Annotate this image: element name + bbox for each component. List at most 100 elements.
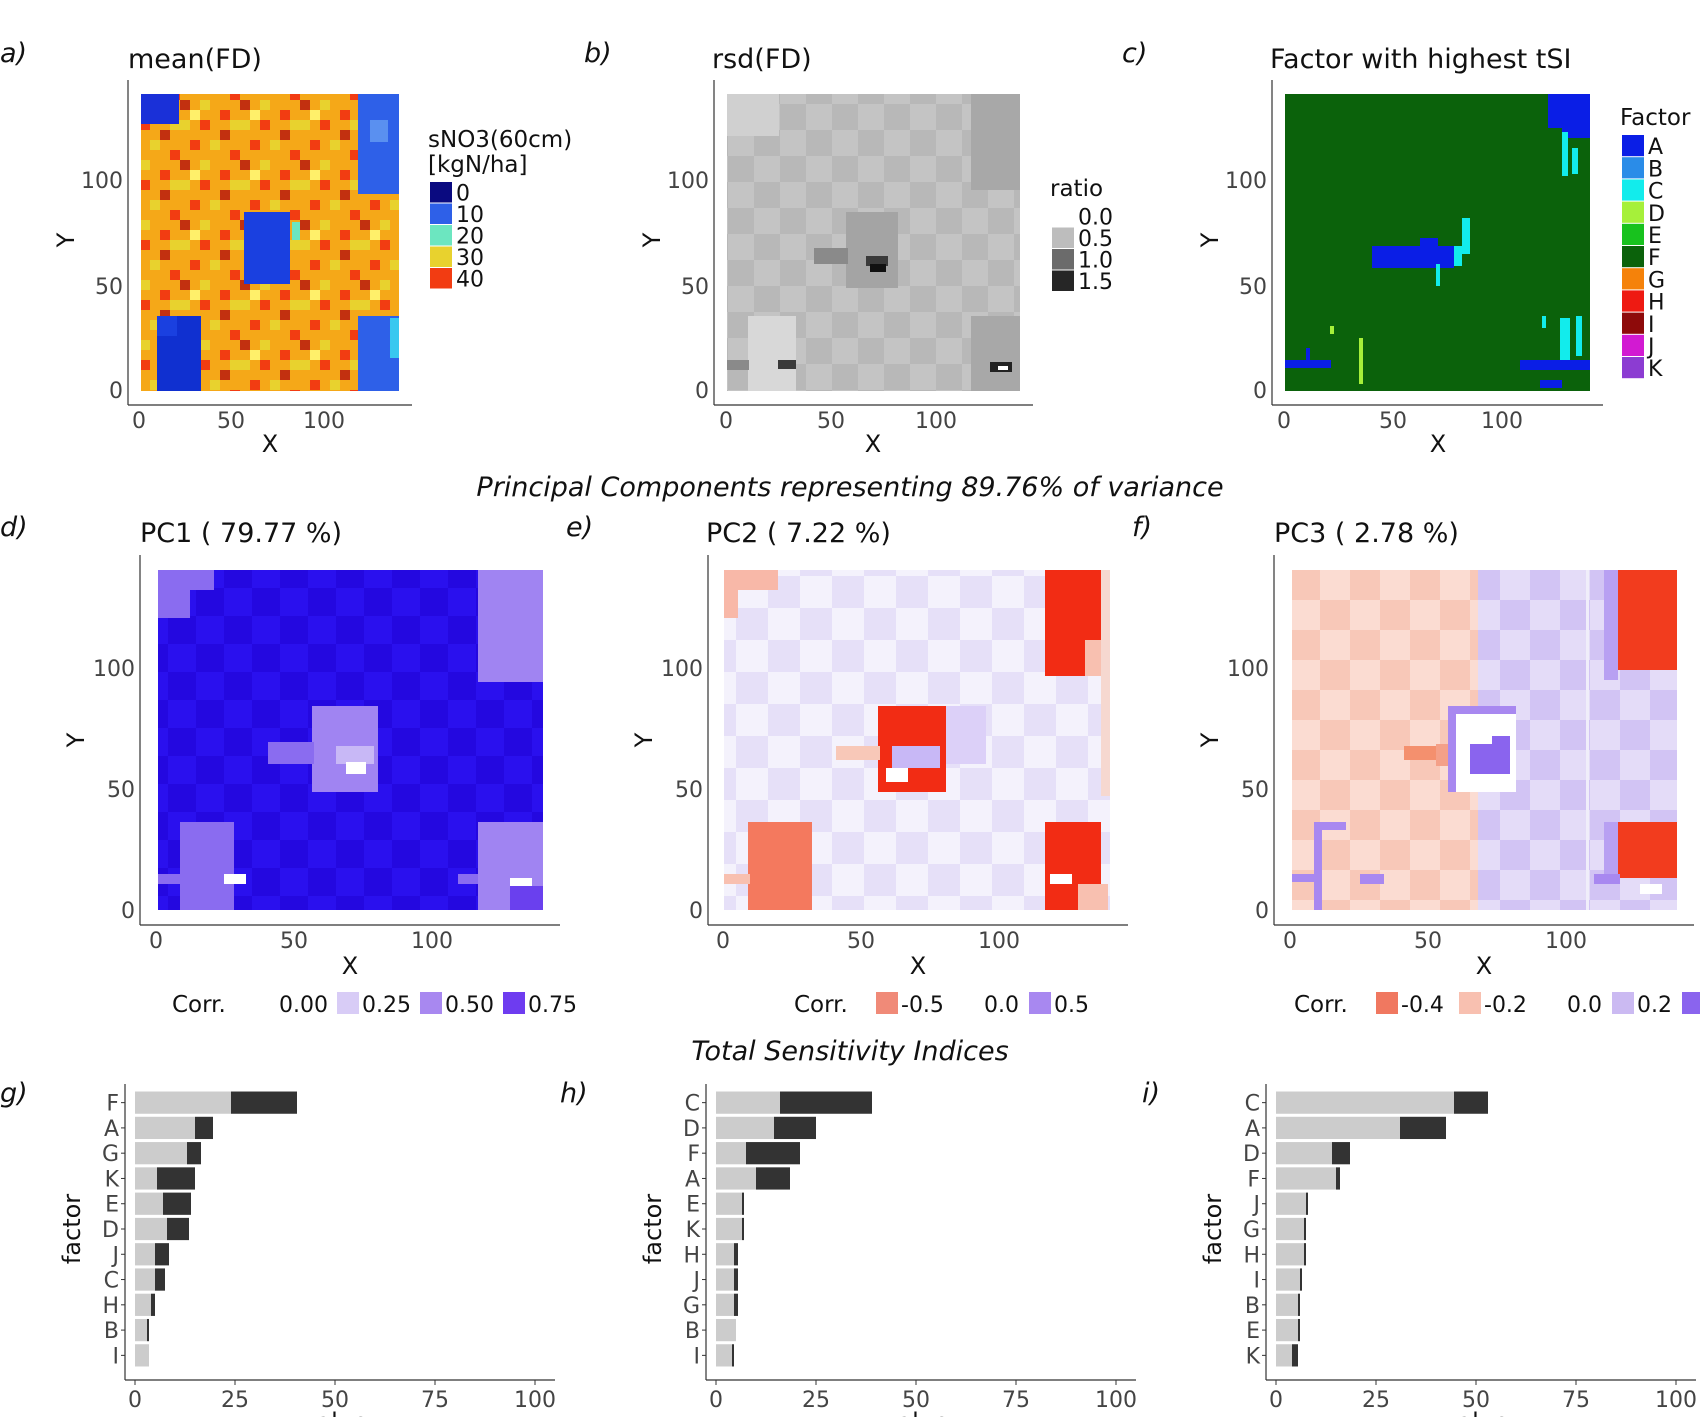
legend-label: 0.0	[984, 993, 1019, 1018]
legend-swatch	[1052, 227, 1074, 248]
legend-swatch	[1612, 992, 1634, 1014]
category-label: K	[105, 1167, 120, 1192]
panel-label: i)	[1142, 1078, 1160, 1109]
bar-interaction	[163, 1192, 191, 1215]
legend-label: G	[1648, 268, 1665, 293]
legend-swatch	[1459, 992, 1481, 1014]
legend-swatch	[1622, 268, 1644, 290]
x-tick-label: 0	[709, 1388, 723, 1413]
legend-label: 0.5	[1078, 227, 1113, 252]
y-tick: 50	[95, 275, 123, 300]
y-tick: 0	[109, 379, 123, 404]
bar-interaction	[742, 1217, 744, 1241]
x-tick: 50	[280, 929, 308, 954]
panel-c: c) Factor with highest tSI 0	[1122, 38, 1691, 458]
legend-swatch	[1622, 179, 1644, 201]
bar-first-order	[1276, 1192, 1306, 1215]
x-tick: 0	[1277, 409, 1291, 434]
panel-d-label: d)	[0, 512, 28, 543]
panel-c-heatmap	[1285, 94, 1590, 391]
legend-swatch	[876, 992, 898, 1014]
y-axis-title: Y	[1196, 232, 1224, 248]
panel-label: g)	[0, 1078, 28, 1109]
bar-first-order	[716, 1217, 742, 1241]
legend-swatch	[430, 182, 452, 203]
legend-label: D	[1648, 202, 1665, 227]
legend-swatch	[337, 992, 359, 1014]
panel-e-legend: Corr. -0.5 0.0 0.5	[794, 992, 1089, 1018]
legend-swatch	[503, 992, 525, 1014]
y-axis-title: factor	[639, 1194, 667, 1264]
category-label: C	[685, 1092, 700, 1117]
legend-label: 0.2	[1637, 993, 1672, 1018]
y-axis-title: Y	[62, 732, 90, 748]
y-tick: 0	[695, 379, 709, 404]
panel-b-label: b)	[584, 38, 612, 69]
y-tick: 50	[1239, 275, 1267, 300]
y-axis-title: factor	[58, 1194, 86, 1264]
x-tick-label: 25	[221, 1388, 249, 1413]
category-label: G	[683, 1294, 700, 1319]
bar-interaction	[231, 1091, 297, 1114]
bar-first-order	[716, 1142, 746, 1165]
x-tick-label: 100	[514, 1388, 556, 1413]
x-tick-label: 25	[1362, 1388, 1390, 1413]
legend-swatch	[1622, 312, 1644, 334]
panel-e-title: PC2 ( 7.22 %)	[706, 518, 891, 549]
legend-label: -0.2	[1484, 993, 1527, 1018]
bar-interaction	[774, 1116, 816, 1140]
legend-swatch	[1622, 334, 1644, 356]
legend-swatch	[959, 992, 981, 1014]
bar-interaction	[1454, 1091, 1488, 1114]
category-label: J	[1252, 1193, 1261, 1218]
category-label: D	[683, 1117, 700, 1142]
legend-title: [kgN/ha]	[428, 152, 528, 178]
bar-first-order	[135, 1243, 155, 1266]
bar-interaction	[195, 1116, 213, 1140]
legend-label: 0.5	[1054, 993, 1089, 1018]
x-tick: 0	[1283, 929, 1297, 954]
bar-interaction	[187, 1142, 201, 1165]
category-label: D	[102, 1218, 119, 1243]
legend-label: -0.4	[1401, 993, 1444, 1018]
legend-label: 10	[456, 203, 484, 228]
legend-title: sNO3(60cm)	[428, 127, 572, 153]
category-label: A	[1245, 1117, 1260, 1142]
panel-a-label: a)	[0, 38, 27, 69]
x-tick: 0	[716, 929, 730, 954]
legend-swatch	[1052, 206, 1074, 227]
category-label: G	[102, 1142, 119, 1167]
legend-label: 0	[456, 182, 470, 207]
legend-label: 0.0	[1078, 206, 1113, 231]
category-label: F	[1247, 1167, 1260, 1192]
legend-swatch	[1622, 157, 1644, 179]
x-tick: 50	[217, 409, 245, 434]
bar-first-order	[1276, 1243, 1304, 1266]
panel-e-ticks: 0 50 100 0 50 100	[661, 657, 1020, 954]
y-tick: 100	[93, 657, 135, 682]
legend-label: 20	[456, 225, 484, 250]
y-axis-title: Y	[52, 232, 80, 248]
panel-b-legend: ratio 0.00.51.01.5	[1050, 176, 1113, 295]
legend-swatch	[1542, 992, 1564, 1014]
bar-first-order	[135, 1293, 151, 1316]
y-tick: 50	[681, 275, 709, 300]
category-label: C	[1245, 1092, 1260, 1117]
legend-label: 0.00	[279, 993, 328, 1018]
panel-b-ticks: 0 50 100 0 50 100	[667, 169, 957, 434]
panel-f-legend: Corr.-0.4-0.20.00.20.4	[1294, 992, 1700, 1018]
panel-f-label: f)	[1132, 512, 1152, 543]
y-tick: 0	[1255, 899, 1269, 924]
panel-a-heatmap	[141, 94, 399, 391]
y-axis-title: Y	[630, 732, 658, 748]
legend-label: 0.25	[362, 993, 411, 1018]
x-tick-label: 50	[1462, 1388, 1490, 1413]
x-tick-label: 0	[128, 1388, 142, 1413]
bar-first-order	[135, 1344, 149, 1367]
panel-b-heatmap	[727, 94, 1020, 391]
bar-first-order	[1276, 1167, 1336, 1190]
bar-first-order	[716, 1293, 734, 1316]
bar-first-order	[1276, 1116, 1400, 1140]
category-label: E	[686, 1193, 700, 1218]
